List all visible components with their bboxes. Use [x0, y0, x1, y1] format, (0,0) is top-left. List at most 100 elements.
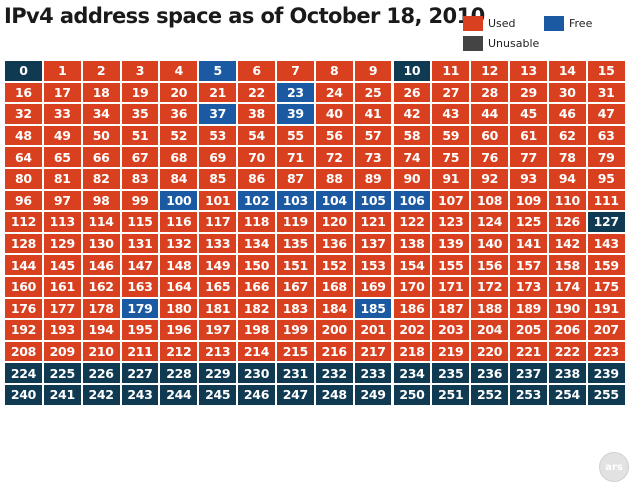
- block-70-used: 70: [238, 147, 275, 167]
- block-95-used: 95: [587, 169, 625, 189]
- block-229-unusable: 229: [199, 363, 237, 383]
- block-49-used: 49: [43, 125, 81, 146]
- block-16-used: 16: [5, 82, 42, 103]
- block-219-used: 219: [432, 341, 470, 362]
- block-178-used: 178: [82, 298, 120, 319]
- block-173-used: 173: [510, 277, 547, 297]
- block-205-used: 205: [510, 320, 547, 340]
- block-46-used: 46: [548, 104, 586, 124]
- block-22-used: 22: [238, 82, 275, 103]
- block-228-unusable: 228: [160, 363, 198, 383]
- block-121-used: 121: [354, 212, 392, 232]
- block-52-used: 52: [160, 125, 198, 146]
- block-223-used: 223: [587, 341, 625, 362]
- block-11-used: 11: [432, 61, 470, 81]
- block-245-unusable: 245: [199, 385, 237, 405]
- block-225-unusable: 225: [43, 363, 81, 383]
- block-176-used: 176: [5, 298, 42, 319]
- block-241-unusable: 241: [43, 385, 81, 405]
- block-250-unusable: 250: [393, 385, 431, 405]
- block-131-used: 131: [121, 233, 159, 254]
- block-127-unusable: 127: [587, 212, 625, 232]
- block-210-used: 210: [82, 341, 120, 362]
- block-12-used: 12: [471, 61, 509, 81]
- block-76-used: 76: [471, 147, 509, 167]
- block-2-used: 2: [82, 61, 120, 81]
- block-254-unusable: 254: [548, 385, 586, 405]
- block-85-used: 85: [199, 169, 237, 189]
- block-159-used: 159: [587, 255, 625, 275]
- block-165-used: 165: [199, 277, 237, 297]
- block-34-used: 34: [82, 104, 120, 124]
- block-196-used: 196: [160, 320, 198, 340]
- block-145-used: 145: [43, 255, 81, 275]
- block-220-used: 220: [471, 341, 509, 362]
- block-39-free: 39: [276, 104, 314, 124]
- block-6-used: 6: [238, 61, 275, 81]
- block-253-unusable: 253: [510, 385, 547, 405]
- block-75-used: 75: [432, 147, 470, 167]
- block-168-used: 168: [315, 277, 353, 297]
- block-15-used: 15: [587, 61, 625, 81]
- block-171-used: 171: [432, 277, 470, 297]
- block-215-used: 215: [276, 341, 314, 362]
- block-152-used: 152: [315, 255, 353, 275]
- block-183-used: 183: [276, 298, 314, 319]
- block-137-used: 137: [354, 233, 392, 254]
- block-4-used: 4: [160, 61, 198, 81]
- block-58-used: 58: [393, 125, 431, 146]
- block-93-used: 93: [510, 169, 547, 189]
- block-202-used: 202: [393, 320, 431, 340]
- block-73-used: 73: [354, 147, 392, 167]
- ars-logo: ars: [599, 452, 629, 482]
- legend-swatch-free: [544, 16, 564, 31]
- block-55-used: 55: [276, 125, 314, 146]
- block-88-used: 88: [315, 169, 353, 189]
- block-7-used: 7: [276, 61, 314, 81]
- block-105-free: 105: [354, 190, 392, 211]
- block-235-unusable: 235: [432, 363, 470, 383]
- block-240-unusable: 240: [5, 385, 42, 405]
- block-103-free: 103: [276, 190, 314, 211]
- block-26-used: 26: [393, 82, 431, 103]
- block-147-used: 147: [121, 255, 159, 275]
- block-180-used: 180: [160, 298, 198, 319]
- block-214-used: 214: [238, 341, 275, 362]
- block-115-used: 115: [121, 212, 159, 232]
- block-177-used: 177: [43, 298, 81, 319]
- block-48-used: 48: [5, 125, 42, 146]
- block-221-used: 221: [510, 341, 547, 362]
- block-133-used: 133: [199, 233, 237, 254]
- block-0-unusable: 0: [5, 61, 42, 81]
- block-207-used: 207: [587, 320, 625, 340]
- block-109-used: 109: [510, 190, 547, 211]
- block-84-used: 84: [160, 169, 198, 189]
- block-128-used: 128: [5, 233, 42, 254]
- block-126-used: 126: [548, 212, 586, 232]
- block-195-used: 195: [121, 320, 159, 340]
- block-231-unusable: 231: [276, 363, 314, 383]
- block-134-used: 134: [238, 233, 275, 254]
- block-203-used: 203: [432, 320, 470, 340]
- block-56-used: 56: [315, 125, 353, 146]
- block-143-used: 143: [587, 233, 625, 254]
- block-184-used: 184: [315, 298, 353, 319]
- block-104-free: 104: [315, 190, 353, 211]
- block-129-used: 129: [43, 233, 81, 254]
- block-5-free: 5: [199, 61, 237, 81]
- block-28-used: 28: [471, 82, 509, 103]
- block-218-used: 218: [393, 341, 431, 362]
- block-19-used: 19: [121, 82, 159, 103]
- block-92-used: 92: [471, 169, 509, 189]
- block-144-used: 144: [5, 255, 42, 275]
- block-208-used: 208: [5, 341, 42, 362]
- block-9-used: 9: [354, 61, 392, 81]
- block-192-used: 192: [5, 320, 42, 340]
- block-132-used: 132: [160, 233, 198, 254]
- block-242-unusable: 242: [82, 385, 120, 405]
- block-38-used: 38: [238, 104, 275, 124]
- block-146-used: 146: [82, 255, 120, 275]
- block-139-used: 139: [432, 233, 470, 254]
- block-71-used: 71: [276, 147, 314, 167]
- block-156-used: 156: [471, 255, 509, 275]
